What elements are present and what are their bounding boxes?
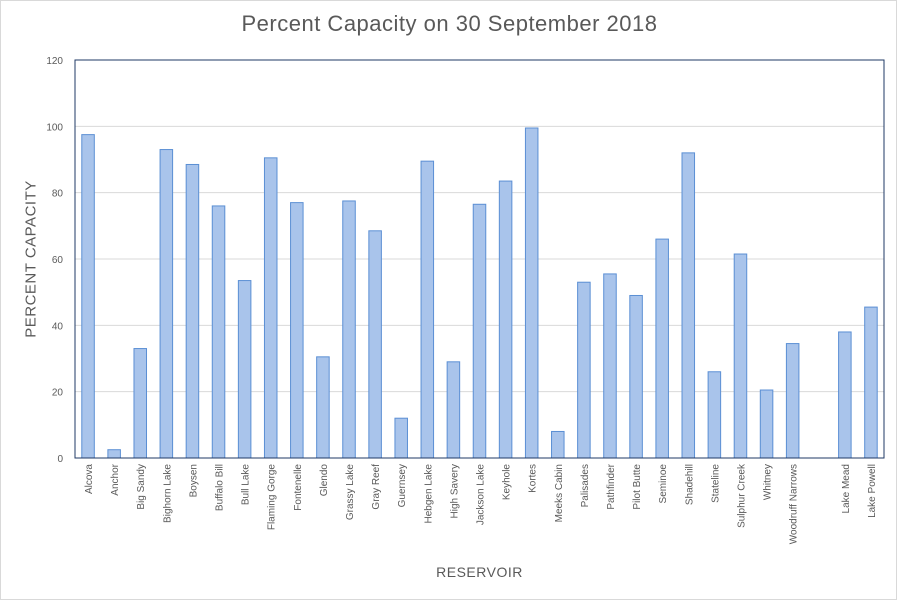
y-tick-labels: 0 20 40 60 80 100 120 — [46, 56, 63, 465]
y-tick-label: 40 — [52, 321, 64, 332]
y-tick-label: 100 — [46, 122, 63, 133]
bar — [368, 230, 382, 459]
y-tick-label: 0 — [57, 454, 63, 465]
bar — [185, 163, 200, 459]
x-tick-labels: Alcova Anchor Big Sandy Bighorn Lake Boysen B… — [84, 463, 878, 544]
bar — [211, 205, 226, 459]
x-tick-label: Fontenelle — [293, 464, 304, 511]
bar — [603, 273, 617, 459]
x-tick-label: Glendo — [319, 464, 330, 497]
bar — [290, 202, 304, 459]
x-tick-label: Keyhole — [502, 464, 513, 501]
x-tick-label: Gray Reef — [371, 464, 382, 510]
bar — [759, 389, 774, 459]
x-tick-label: Lake Mead — [841, 464, 852, 513]
x-tick-label: Flaming Gorge — [267, 464, 278, 531]
x-tick-label: Kortes — [528, 464, 539, 493]
x-tick-label: Seminoe — [658, 464, 669, 504]
plot-frame — [74, 59, 885, 459]
bars — [81, 127, 878, 459]
bar — [681, 152, 696, 459]
x-tick-label: Boysen — [188, 464, 199, 497]
x-tick-label: Grassy Lake — [345, 464, 356, 521]
bar — [707, 371, 722, 459]
bar — [159, 149, 174, 459]
bar — [107, 449, 121, 459]
bar — [394, 417, 408, 459]
x-tick-label: Anchor — [110, 463, 121, 495]
x-tick-label: Lake Powell — [867, 464, 878, 518]
bar — [838, 331, 852, 459]
x-tick-label: Pilot Butte — [632, 464, 643, 510]
x-tick-label: Bighorn Lake — [162, 464, 173, 523]
bar — [81, 134, 95, 459]
x-tick-label: Buffalo Bill — [215, 464, 226, 511]
bar — [864, 306, 878, 459]
x-tick-label: Palisades — [580, 464, 591, 507]
bar — [655, 238, 669, 459]
x-tick-label: Shadehill — [684, 464, 695, 505]
y-tick-label: 80 — [52, 189, 64, 200]
bar — [342, 200, 356, 459]
x-tick-label: Alcova — [84, 464, 95, 494]
bar — [733, 253, 748, 459]
x-tick-label: Sulphur Creek — [736, 463, 747, 528]
bar — [551, 430, 565, 459]
bar — [237, 280, 252, 459]
x-tick-label: Woodruff Narrows — [789, 464, 800, 544]
x-tick-label: Whitney — [763, 464, 774, 500]
y-tick-label: 20 — [52, 388, 64, 399]
bar — [524, 127, 539, 459]
bar — [498, 180, 513, 459]
x-tick-label: Stateline — [710, 464, 721, 503]
x-tick-label: Meeks Cabin — [554, 464, 565, 522]
bar — [629, 294, 643, 459]
x-axis-title: RESERVOIR — [436, 564, 523, 580]
plot-border — [74, 59, 885, 459]
x-tick-label: Hebgen Lake — [423, 464, 434, 524]
x-tick-label: Jackson Lake — [476, 464, 487, 526]
bar — [133, 348, 148, 459]
y-tick-label: 60 — [52, 255, 64, 266]
x-tick-label: Big Sandy — [136, 464, 147, 510]
x-tick-label: Bull Lake — [241, 464, 252, 506]
bar — [446, 361, 461, 459]
bar — [316, 356, 330, 459]
x-tick-label: Guernsey — [397, 464, 408, 507]
chart-title: Percent Capacity on 30 September 2018 — [241, 11, 658, 36]
bar — [472, 203, 487, 459]
y-tick-label: 120 — [46, 56, 63, 67]
bar — [785, 343, 800, 459]
x-tick-label: High Savery — [449, 464, 460, 518]
x-tick-label: Pathfinder — [606, 463, 617, 509]
bar — [263, 157, 278, 459]
bar — [420, 160, 435, 459]
bar — [577, 281, 591, 459]
